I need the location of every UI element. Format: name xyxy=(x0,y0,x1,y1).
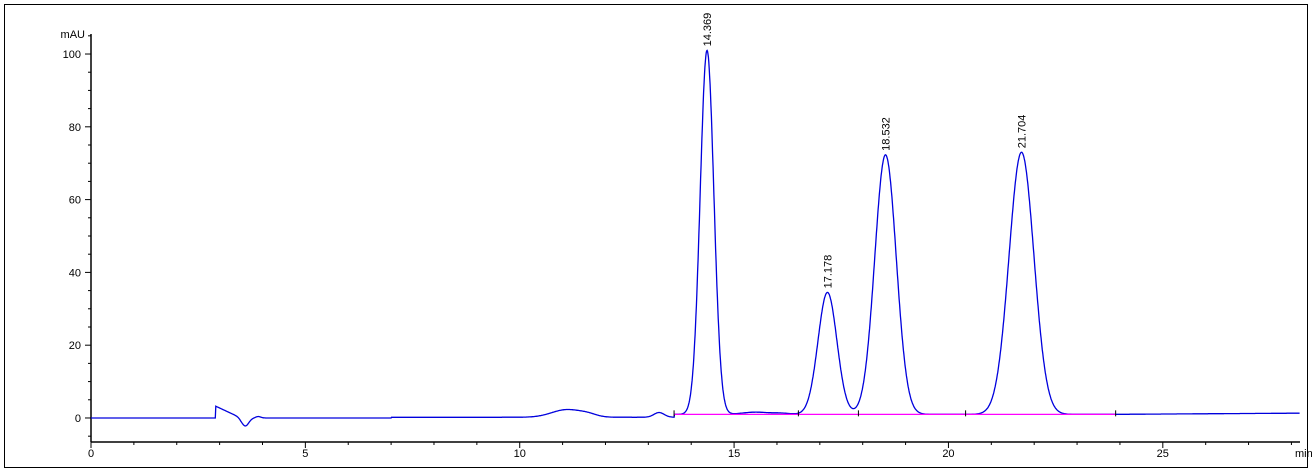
peak-label: 18.532 xyxy=(881,117,893,151)
signal-trace xyxy=(91,49,1300,427)
x-tick-label: 15 xyxy=(728,448,740,460)
x-tick-label: 25 xyxy=(1157,448,1169,460)
x-tick-label: 0 xyxy=(88,448,94,460)
y-tick-label: 40 xyxy=(69,267,81,279)
y-tick-label: 100 xyxy=(63,49,81,61)
x-tick-label: 10 xyxy=(514,448,526,460)
y-tick-label: 60 xyxy=(69,195,81,207)
peak-label: 21.704 xyxy=(1017,115,1029,149)
y-tick-label: 0 xyxy=(75,413,81,425)
x-axis-label: min xyxy=(1295,448,1312,460)
y-tick-label: 20 xyxy=(69,340,81,352)
x-tick-label: 5 xyxy=(302,448,308,460)
x-tick-label: 20 xyxy=(942,448,954,460)
peak-label: 17.178 xyxy=(822,255,834,289)
y-axis-label: mAU xyxy=(61,29,86,41)
y-tick-label: 80 xyxy=(69,122,81,134)
chart-frame xyxy=(4,4,1308,468)
peak-label: 14.369 xyxy=(702,13,714,47)
